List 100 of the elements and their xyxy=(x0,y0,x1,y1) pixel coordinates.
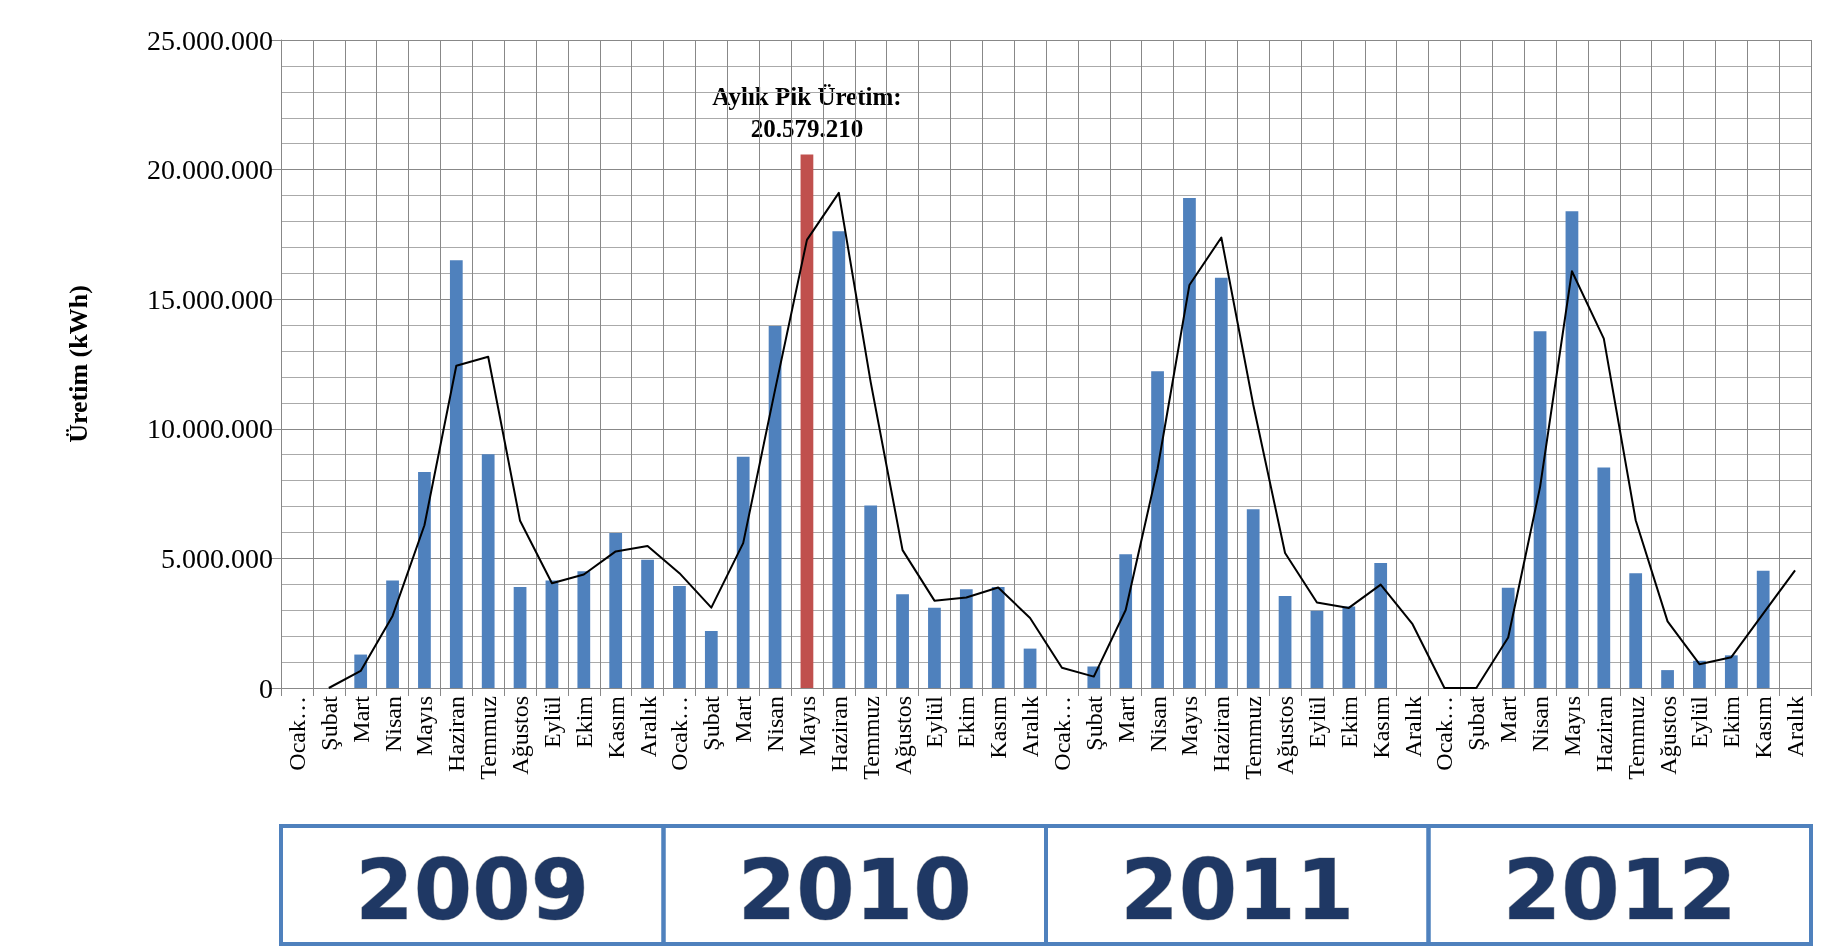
x-tick-label: Haziran xyxy=(1590,696,1617,772)
x-tick-label: Temmuz xyxy=(1240,696,1267,780)
bar xyxy=(800,154,814,688)
bar xyxy=(577,571,591,688)
bar xyxy=(1756,570,1770,688)
x-tick-label: Mayıs xyxy=(1176,696,1203,756)
x-tick-label: Ekim xyxy=(1718,695,1745,748)
text: 2010 xyxy=(737,841,972,939)
text: 2011 xyxy=(1120,841,1355,939)
x-tick-label: Nisan xyxy=(1527,696,1554,752)
x-tick-label: Aralık xyxy=(634,696,661,758)
bar xyxy=(386,580,399,688)
bar xyxy=(641,559,654,688)
bar xyxy=(1629,573,1643,688)
bar xyxy=(1183,198,1196,688)
bar xyxy=(1374,563,1388,688)
bar xyxy=(1023,648,1037,688)
bar xyxy=(1565,211,1579,688)
x-tick-label: Ekim xyxy=(570,695,597,748)
x-tick-label: Eylül xyxy=(538,695,565,748)
x-tick-label: Aralık xyxy=(1399,696,1426,758)
x-tick-label: Ağustos xyxy=(889,696,916,775)
x-tick-label: Mart xyxy=(1112,695,1139,743)
x-tick-label: Nisan xyxy=(762,696,789,752)
x-tick-label: Aralık xyxy=(1782,696,1809,758)
bar xyxy=(1119,554,1133,688)
y-tick-label: 5.000.000 xyxy=(161,542,273,574)
bar xyxy=(1533,331,1547,688)
x-tick-label: Eylül xyxy=(1303,695,1330,748)
x-tick-label: Ocak… xyxy=(283,696,310,771)
y-axis-title: Üretim (kWh) xyxy=(63,285,93,443)
bar xyxy=(736,456,750,688)
text: 2012 xyxy=(1502,841,1737,939)
x-tick-label: Şubat xyxy=(698,695,725,751)
bar xyxy=(449,260,463,688)
y-tick-label: 10.000.000 xyxy=(147,413,273,445)
x-tick-label: Kasım xyxy=(602,695,629,759)
bar xyxy=(928,607,941,688)
x-tick-label: Nisan xyxy=(1144,696,1171,752)
x-tick-label: Eylül xyxy=(1686,695,1713,748)
y-tick-label: 25.000.000 xyxy=(147,24,273,56)
x-tick-label: Nisan xyxy=(379,696,406,752)
bar xyxy=(1151,371,1164,688)
x-tick-label: Ocak… xyxy=(1048,696,1075,771)
x-tick-label: Kasım xyxy=(985,695,1012,759)
x-tick-label: Mayıs xyxy=(793,696,820,756)
x-tick-label: Mayıs xyxy=(411,696,438,756)
x-tick-label: Ağustos xyxy=(1654,696,1681,775)
bar xyxy=(991,586,1005,688)
x-tick-label: Temmuz xyxy=(1622,696,1649,780)
x-tick-label: Ekim xyxy=(1335,695,1362,748)
x-tick-label: Haziran xyxy=(1208,696,1235,772)
bar xyxy=(1342,606,1356,688)
x-tick-label: Haziran xyxy=(825,696,852,772)
x-tick-label: Aralık xyxy=(1017,696,1044,758)
x-tick-label: Mart xyxy=(730,695,757,743)
x-tick-label: Mayıs xyxy=(1558,696,1585,756)
x-tick-label: Mart xyxy=(347,695,374,743)
bar xyxy=(1724,655,1738,688)
bar xyxy=(768,325,782,688)
x-tick-label: Temmuz xyxy=(475,696,502,780)
y-tick-label: 20.000.000 xyxy=(147,154,273,186)
bar xyxy=(513,586,527,688)
bar xyxy=(481,454,495,688)
bar xyxy=(832,231,846,688)
x-tick-label: Şubat xyxy=(1463,695,1490,751)
bar xyxy=(609,533,623,688)
bar xyxy=(1310,610,1324,688)
x-tick-label: Ağustos xyxy=(507,696,534,775)
bar xyxy=(1501,587,1515,688)
x-tick-label: Kasım xyxy=(1367,695,1394,759)
bar xyxy=(673,585,686,688)
x-tick-label: Temmuz xyxy=(857,696,884,780)
bar xyxy=(354,654,368,688)
bar xyxy=(1693,660,1706,688)
bar xyxy=(1214,277,1228,688)
bar xyxy=(1246,509,1260,688)
x-tick-label: Eylül xyxy=(921,695,948,748)
x-tick-label: Şubat xyxy=(1080,695,1107,751)
x-tick-label: Ağustos xyxy=(1272,696,1299,775)
bar xyxy=(545,580,559,688)
bar xyxy=(1661,670,1674,688)
x-tick-label: Ocak… xyxy=(666,696,693,771)
x-tick-label: Şubat xyxy=(315,695,342,751)
x-tick-label: Haziran xyxy=(443,696,470,772)
bar xyxy=(418,472,431,688)
line-series xyxy=(327,191,1797,689)
x-tick-label: Mart xyxy=(1495,695,1522,743)
bar xyxy=(704,630,718,688)
x-tick-label: Ekim xyxy=(953,695,980,748)
y-tick-label: 0 xyxy=(259,672,273,704)
x-tick-label: Ocak… xyxy=(1431,696,1458,771)
x-tick-label: Kasım xyxy=(1750,695,1777,759)
y-tick-label: 15.000.000 xyxy=(147,283,273,315)
bar xyxy=(959,589,973,688)
bar xyxy=(1597,467,1611,688)
bar xyxy=(864,505,878,688)
text: 2009 xyxy=(355,841,590,939)
bar xyxy=(896,594,909,688)
bar xyxy=(1278,595,1292,688)
